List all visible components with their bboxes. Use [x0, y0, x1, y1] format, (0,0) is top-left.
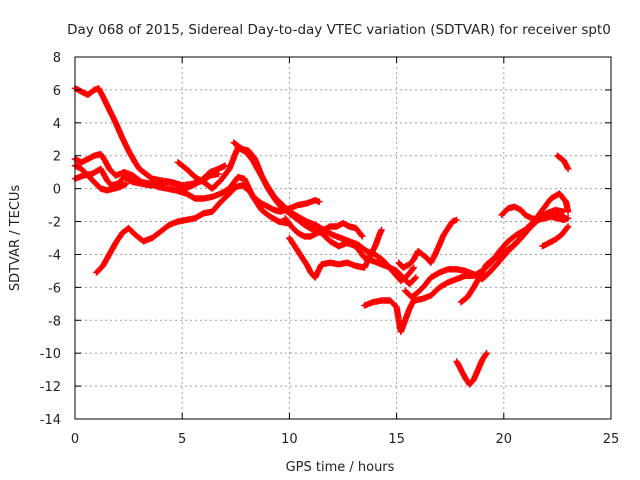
y-tick-label: 0 — [53, 183, 61, 198]
x-tick-label: 0 — [71, 432, 79, 447]
y-tick-label: 4 — [53, 117, 61, 132]
y-tick-label: -6 — [48, 281, 61, 296]
x-tick-label: 15 — [388, 432, 405, 447]
y-tick-label: 2 — [53, 150, 61, 165]
x-tick-label: 10 — [281, 432, 298, 447]
y-tick-label: -12 — [40, 380, 61, 395]
series-arc-15 — [498, 203, 572, 224]
series-markers — [539, 223, 572, 250]
y-tick-label: -4 — [48, 248, 61, 263]
series-arc-16 — [539, 223, 572, 250]
series-markers — [395, 216, 460, 271]
series-arc-17 — [554, 152, 572, 173]
x-tick-label: 5 — [178, 432, 186, 447]
grid-lines — [75, 57, 611, 419]
series-markers — [498, 203, 572, 224]
series-markers — [286, 226, 385, 281]
y-tick-label: 6 — [53, 84, 61, 99]
y-axis-label: SDTVAR / TECUs — [8, 185, 23, 292]
y-tick-label: -14 — [40, 413, 61, 428]
x-tick-label: 20 — [496, 432, 513, 447]
series-arc-11 — [395, 216, 460, 271]
series-arc-9 — [286, 226, 385, 281]
axis-ticks: 0 5 10 15 20 25 -14 -12 -10 -8 -6 -4 -2 0 2 4 6 8 — [40, 51, 620, 447]
chart-title: Day 068 of 2015, Sidereal Day-to-day VTE… — [67, 22, 611, 38]
series-markers — [554, 152, 572, 173]
plot-frame — [74, 56, 612, 420]
data-points — [71, 85, 572, 388]
x-axis-label: GPS time / hours — [286, 460, 395, 475]
y-tick-label: -8 — [48, 314, 61, 329]
series-arc-14 — [453, 349, 490, 388]
y-tick-label: 8 — [53, 51, 61, 66]
series-arc-8 — [281, 215, 366, 240]
y-tick-label: -10 — [40, 347, 61, 362]
series-markers — [453, 349, 490, 388]
series-markers — [281, 215, 366, 240]
x-tick-label: 25 — [603, 432, 620, 447]
y-tick-label: -2 — [48, 216, 61, 231]
